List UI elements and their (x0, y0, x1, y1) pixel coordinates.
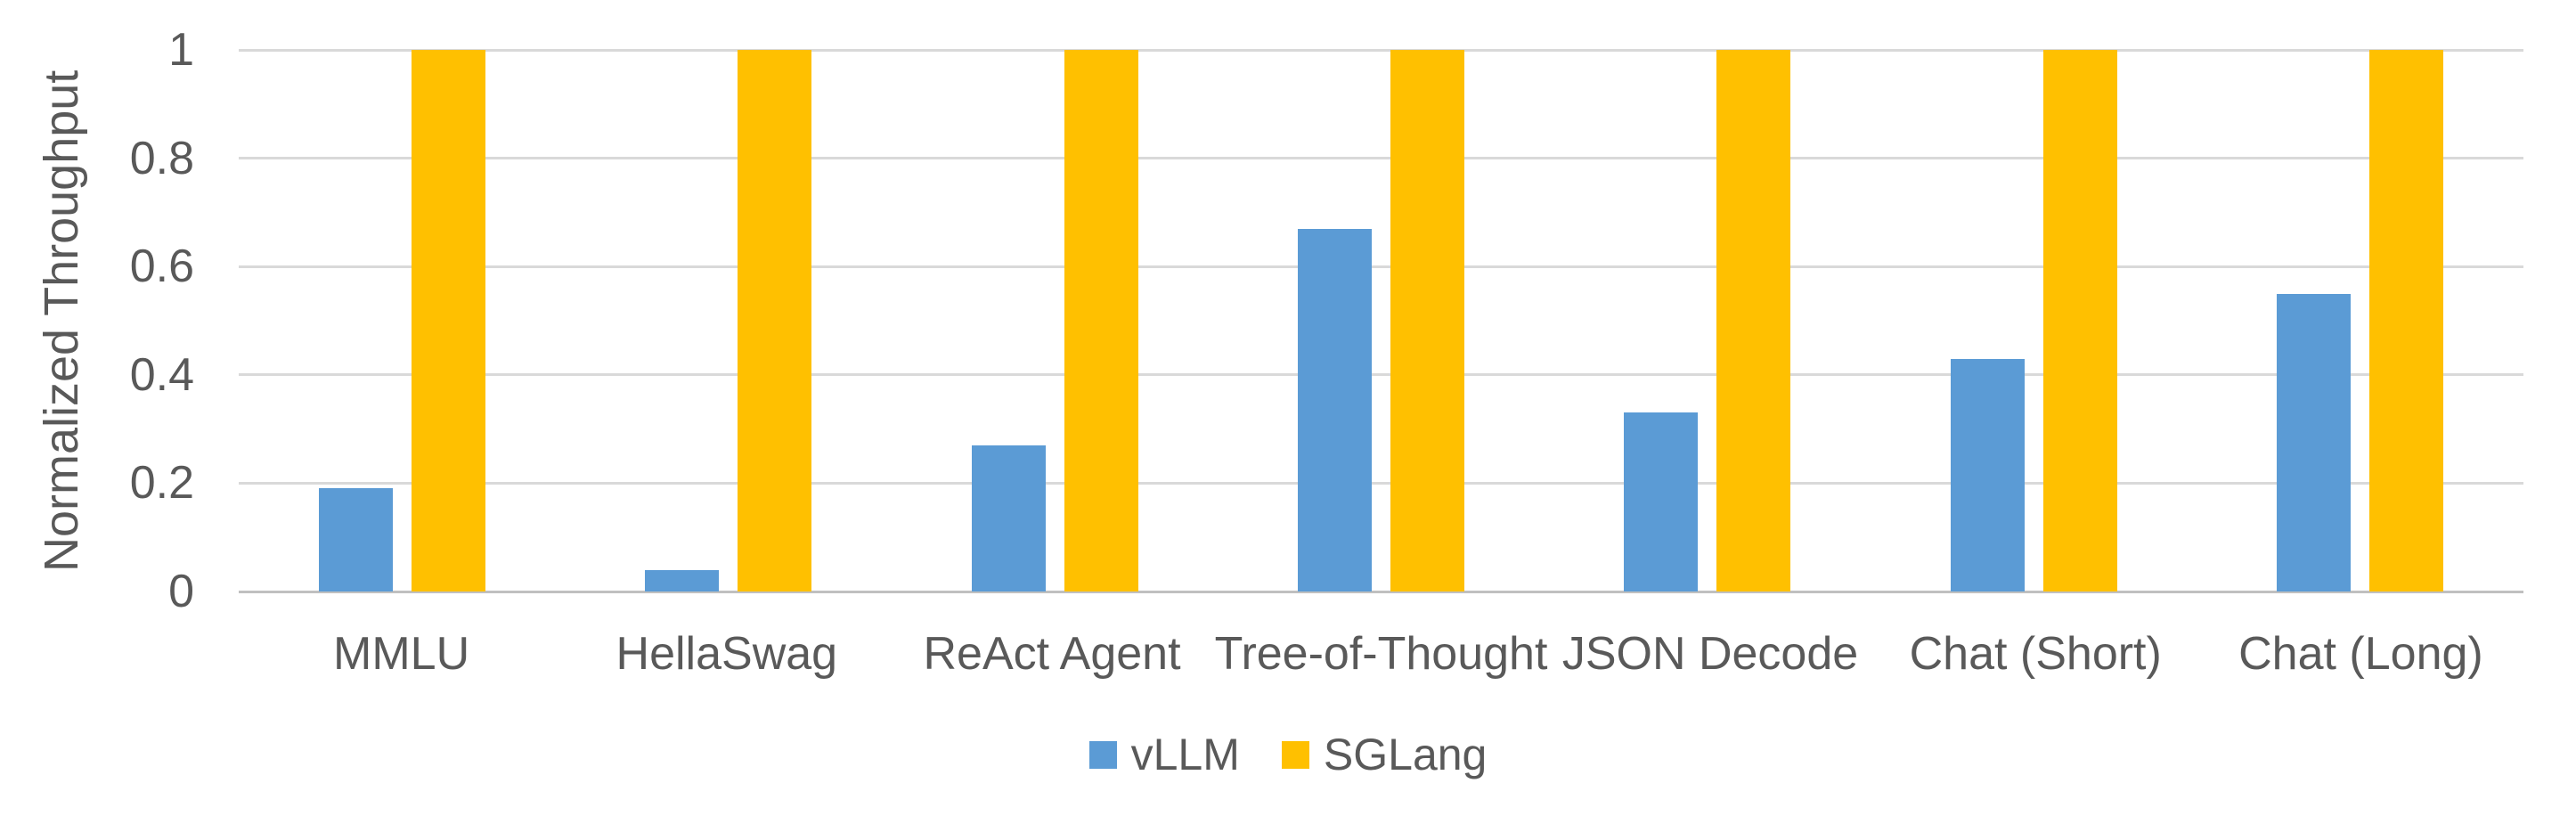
bar-vllm-json-decode (1624, 412, 1699, 591)
x-axis-line (239, 590, 2523, 593)
legend-entry-sglang: SGLang (1281, 730, 1488, 779)
bar-group-chat-short (1871, 50, 2197, 591)
bar-vllm-tree-of-thought (1297, 228, 1372, 591)
bar-vllm-mmlu (318, 488, 393, 591)
y-tick-label-1: 1 (168, 24, 194, 76)
bar-sglang-hellaswag (738, 50, 812, 591)
x-axis-label-mmlu: MMLU (333, 628, 470, 680)
bar-sglang-mmlu (411, 50, 485, 591)
x-axis-label-chat-short: Chat (Short) (1909, 628, 2162, 680)
gridline-0.8 (239, 157, 2523, 160)
legend-label-vllm: vLLM (1130, 730, 1240, 779)
legend-entry-vllm: vLLM (1088, 730, 1240, 779)
bar-vllm-react-agent (971, 445, 1046, 591)
x-axis-label-tree-of-thought: Tree-of-Thought (1214, 628, 1548, 680)
plot-area (239, 48, 2523, 593)
legend-label-sglang: SGLang (1323, 730, 1488, 779)
y-axis-tick-labels: 0 0.2 0.4 0.6 0.8 1 (0, 24, 194, 617)
bar-group-json-decode (1545, 50, 1871, 591)
legend-swatch-sglang (1281, 740, 1309, 769)
bar-vllm-hellaswag (645, 569, 720, 591)
bar-sglang-json-decode (1716, 50, 1791, 591)
bar-sglang-chat-long (2369, 50, 2444, 591)
legend: vLLM SGLang (0, 727, 2576, 782)
bar-vllm-chat-long (2277, 293, 2352, 591)
x-axis-labels: MMLU HellaSwag ReAct Agent Tree-of-Thought J… (239, 627, 2523, 681)
gridline-1 (239, 48, 2523, 52)
gridline-0.4 (239, 373, 2523, 377)
y-tick-label-0.2: 0.2 (129, 457, 194, 510)
bar-group-tree-of-thought (1218, 50, 1544, 591)
x-axis-label-chat-long: Chat (Long) (2238, 628, 2483, 680)
bar-group-mmlu (239, 50, 565, 591)
bar-group-react-agent (892, 50, 1218, 591)
bar-group-chat-long (2197, 50, 2523, 591)
bar-sglang-react-agent (1064, 50, 1138, 591)
gridline-0.2 (239, 481, 2523, 485)
bar-sglang-chat-short (2042, 50, 2117, 591)
bar-sglang-tree-of-thought (1390, 50, 1464, 591)
bar-group-hellaswag (565, 50, 891, 591)
gridline-0.6 (239, 265, 2523, 268)
legend-swatch-vllm (1088, 740, 1117, 769)
x-axis-label-json-decode: JSON Decode (1561, 628, 1859, 680)
bar-vllm-chat-short (1950, 358, 2025, 591)
y-tick-label-0.4: 0.4 (129, 348, 194, 401)
y-tick-label-0: 0 (168, 566, 194, 617)
x-axis-label-hellaswag: HellaSwag (615, 628, 838, 680)
y-tick-label-0.8: 0.8 (129, 132, 194, 184)
x-axis-label-react-agent: ReAct Agent (923, 628, 1181, 680)
y-tick-label-0.6: 0.6 (129, 241, 194, 293)
